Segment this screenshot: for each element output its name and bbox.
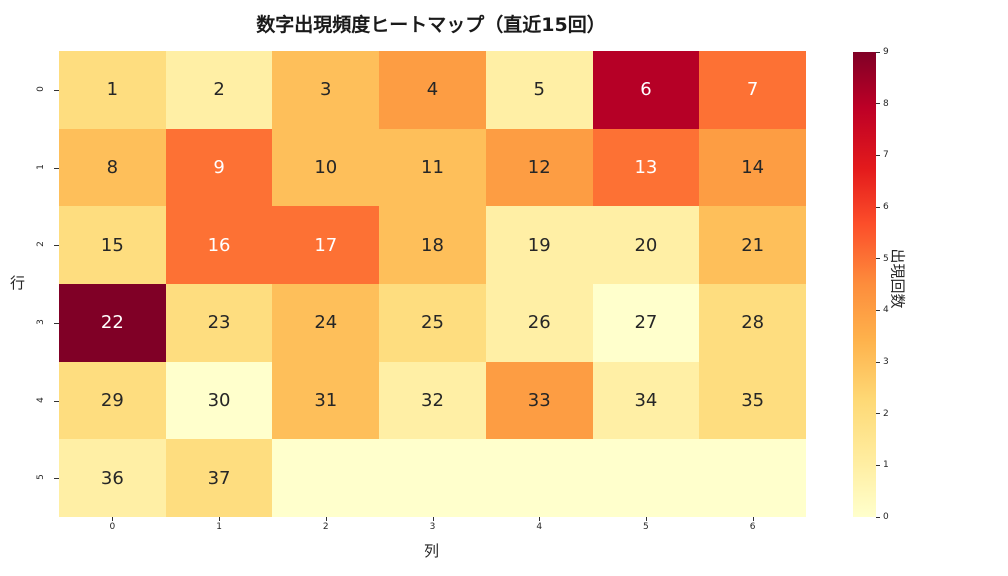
heatmap-cell: 17 xyxy=(272,206,380,284)
heatmap-cell: 34 xyxy=(592,361,700,440)
heatmap-cell: 37 xyxy=(165,439,273,517)
x-tick-mark xyxy=(219,517,221,521)
x-tick-mark xyxy=(112,517,114,521)
heatmap-cell xyxy=(379,439,486,517)
colorbar-tick: 6 xyxy=(876,202,889,212)
heatmap-cell: 1 xyxy=(59,51,166,129)
y-tick-label: 2 xyxy=(36,241,46,248)
heatmap-cell: 16 xyxy=(165,206,273,284)
heatmap-cell: 33 xyxy=(485,361,593,440)
heatmap-cell: 6 xyxy=(592,51,700,129)
x-tick-label: 0 xyxy=(109,522,116,532)
colorbar-tick: 4 xyxy=(876,305,889,315)
colorbar-tick: 9 xyxy=(876,47,889,57)
heatmap-cell: 27 xyxy=(592,283,700,362)
heatmap-cell: 36 xyxy=(59,439,166,517)
heatmap-cell: 18 xyxy=(379,206,486,284)
heatmap-grid: 1 2 3 4 5 6 7 8 9 10 11 12 13 14 15 16 17 18 19 20 21 22 23 24 2… xyxy=(59,51,806,517)
y-axis-label: 行 xyxy=(10,274,26,292)
x-tick-label: 1 xyxy=(216,522,222,532)
heatmap-cell: 26 xyxy=(485,283,593,362)
x-tick-label: 6 xyxy=(749,522,756,532)
x-tick-mark xyxy=(432,517,434,521)
heatmap-cell: 10 xyxy=(272,128,380,207)
heatmap-cell: 21 xyxy=(699,206,806,284)
x-tick-mark xyxy=(325,517,327,521)
heatmap-cell: 9 xyxy=(165,128,273,207)
x-tick-mark xyxy=(539,517,541,521)
heatmap-cell: 7 xyxy=(699,51,806,129)
x-tick-mark xyxy=(752,517,754,521)
y-tick-mark xyxy=(54,167,59,169)
colorbar-tick: 7 xyxy=(876,150,889,160)
x-tick-label: 5 xyxy=(643,522,649,532)
heatmap-cell: 28 xyxy=(699,283,806,362)
y-tick-mark xyxy=(54,478,59,480)
colorbar-tick: 8 xyxy=(876,99,889,109)
colorbar-tick: 2 xyxy=(876,409,889,419)
chart-title: 数字出現頻度ヒートマップ（直近15回） xyxy=(256,14,606,36)
heatmap-cell: 22 xyxy=(59,283,166,362)
y-tick-mark xyxy=(54,322,59,324)
y-tick-label: 4 xyxy=(36,396,46,403)
heatmap-cell: 2 xyxy=(165,51,273,129)
heatmap-cell: 15 xyxy=(59,206,166,284)
x-tick-label: 4 xyxy=(536,522,543,532)
colorbar-tick: 5 xyxy=(876,254,889,264)
colorbar-tick: 3 xyxy=(876,357,889,367)
colorbar-label: 出現回数 xyxy=(888,248,907,309)
heatmap-cell: 32 xyxy=(379,361,486,440)
colorbar-tick: 1 xyxy=(876,460,889,470)
heatmap-cell: 19 xyxy=(485,206,593,284)
heatmap-cell xyxy=(592,439,700,517)
colorbar-tick: 0 xyxy=(876,512,889,522)
x-tick-label: 2 xyxy=(322,522,329,532)
y-tick-mark xyxy=(54,400,59,402)
heatmap-cell: 14 xyxy=(699,128,806,207)
heatmap-cell: 8 xyxy=(59,128,166,207)
heatmap-cell: 3 xyxy=(272,51,380,129)
colorbar xyxy=(853,52,876,517)
heatmap-cell: 5 xyxy=(485,51,593,129)
heatmap-cell xyxy=(485,439,593,517)
y-tick-label: 1 xyxy=(36,163,46,170)
heatmap-cell: 23 xyxy=(165,283,273,362)
heatmap-cell xyxy=(272,439,380,517)
heatmap-cell: 20 xyxy=(592,206,700,284)
x-tick-label: 3 xyxy=(429,522,436,532)
y-tick-mark xyxy=(54,89,59,91)
heatmap-cell: 12 xyxy=(485,128,593,207)
heatmap-cell: 4 xyxy=(379,51,486,129)
y-tick-mark xyxy=(54,245,59,247)
heatmap-cell xyxy=(699,439,806,517)
heatmap-cell: 25 xyxy=(379,283,486,362)
heatmap-cell: 35 xyxy=(699,361,806,440)
x-axis-label: 列 xyxy=(424,542,440,560)
heatmap-cell: 31 xyxy=(272,361,380,440)
heatmap-cell: 13 xyxy=(592,128,700,207)
y-tick-label: 3 xyxy=(36,318,46,325)
heatmap-cell: 24 xyxy=(272,283,380,362)
x-tick-mark xyxy=(645,517,647,521)
heatmap-cell: 30 xyxy=(165,361,273,440)
heatmap-cell: 11 xyxy=(379,128,486,207)
y-tick-label: 0 xyxy=(36,85,46,92)
y-tick-label: 5 xyxy=(36,474,46,481)
heatmap-cell: 29 xyxy=(59,361,166,440)
